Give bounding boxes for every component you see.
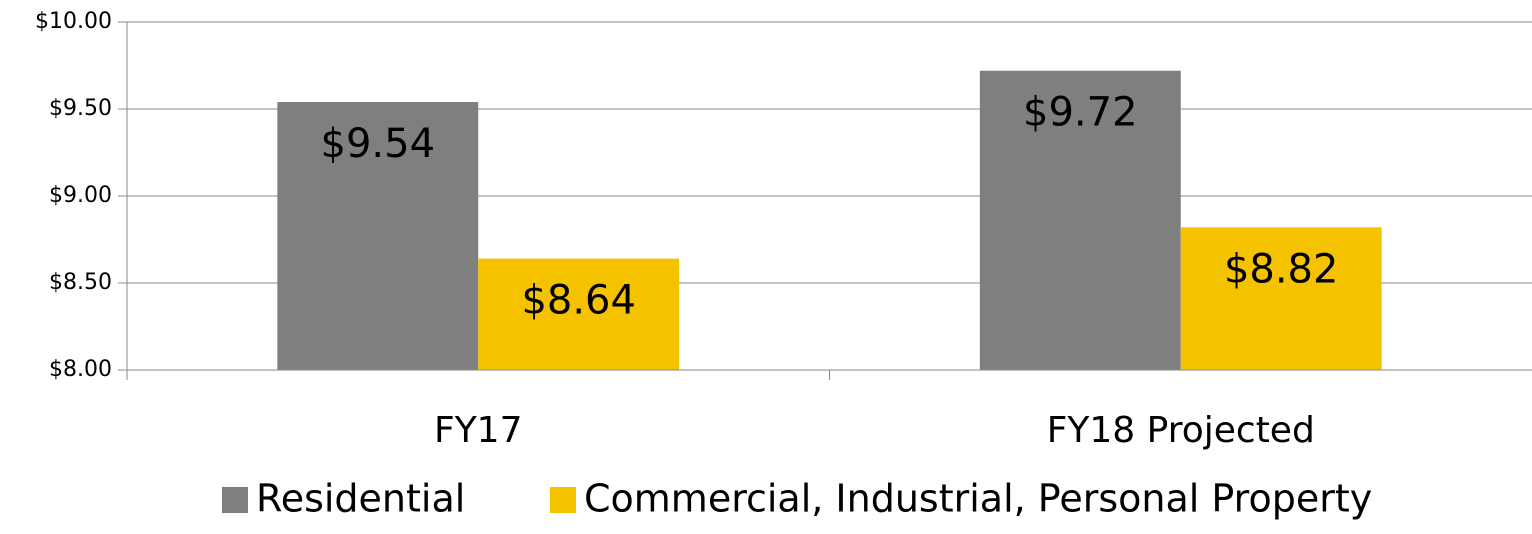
bar — [1180, 227, 1382, 370]
y-tick-label: $9.50 — [49, 96, 112, 121]
bar — [277, 102, 479, 370]
bar — [478, 258, 680, 370]
bar — [979, 70, 1181, 370]
value-label: $8.82 — [1224, 246, 1339, 292]
legend-swatch — [550, 487, 576, 513]
x-tick-label: FY17 — [434, 410, 523, 451]
legend-swatch — [222, 487, 248, 513]
y-tick-label: $8.00 — [49, 357, 112, 382]
y-tick-label: $10.00 — [35, 9, 112, 34]
legend-label: Commercial, Industrial, Personal Propert… — [584, 477, 1372, 521]
legend-label: Residential — [256, 477, 465, 521]
y-tick-label: $9.00 — [49, 183, 112, 208]
value-label: $8.64 — [521, 278, 636, 324]
value-label: $9.72 — [1023, 90, 1138, 136]
y-tick-label: $8.50 — [49, 270, 112, 295]
x-tick-label: FY18 Projected — [1047, 410, 1315, 451]
value-label: $9.54 — [321, 121, 436, 167]
